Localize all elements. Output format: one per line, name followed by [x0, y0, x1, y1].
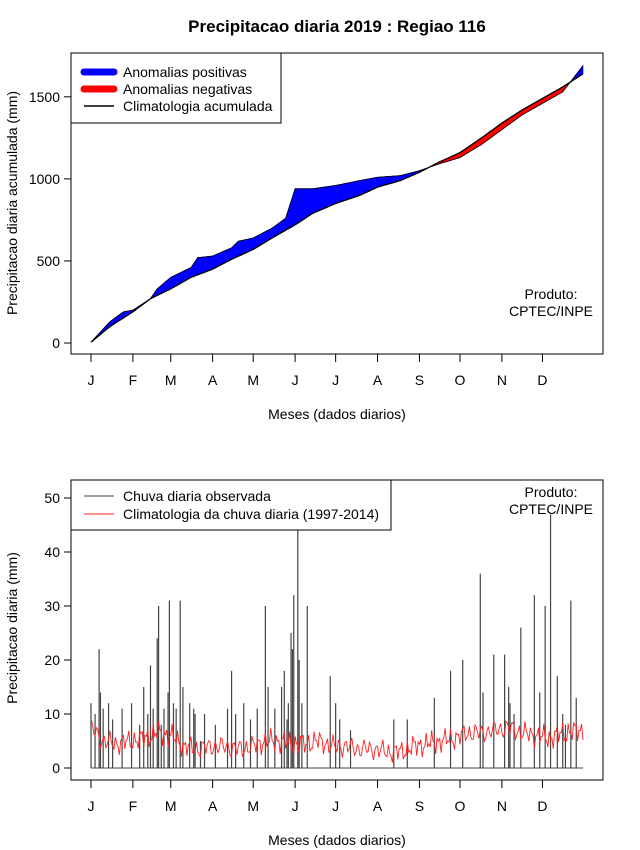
y-tick-label: 0 [52, 335, 60, 351]
y-tick-label: 500 [37, 253, 61, 269]
product-label-line2: CPTEC/INPE [509, 303, 593, 319]
y-axis-label: Precipitacao diaria acumulada (mm) [4, 91, 20, 315]
legend-box [70, 479, 392, 531]
y-tick-label: 50 [44, 490, 60, 506]
line-layer [90, 65, 584, 343]
y-tick-label: 1500 [29, 89, 60, 105]
x-tick-label: F [129, 372, 138, 388]
x-tick-label: J [332, 372, 339, 388]
x-tick-label: S [415, 798, 424, 814]
legend-entry-observed: Chuva diaria observada [123, 488, 271, 504]
legend: Anomalias positivas Anomalias negativas … [70, 52, 282, 124]
cumulative-panel: 0 500 1000 1500 J F M A M J J A S O N D Meses (dados d… [4, 52, 604, 422]
legend-entry-climatology: Climatologia acumulada [123, 98, 273, 114]
y-tick-label: 30 [44, 598, 60, 614]
x-tick-label: A [208, 798, 218, 814]
legend-entry-negative: Anomalias negativas [123, 81, 252, 97]
chart-title: Precipitacao diaria 2019 : Regiao 116 [188, 17, 486, 36]
x-tick-label: D [537, 372, 547, 388]
x-tick-label: D [537, 798, 547, 814]
legend: Chuva diaria observada Climatologia da c… [70, 479, 392, 531]
x-tick-label: M [247, 372, 259, 388]
bar-layer [90, 514, 583, 769]
x-axis-label: Meses (dados diarios) [268, 406, 406, 422]
y-tick-label: 40 [44, 544, 60, 560]
climatology-daily-line [90, 719, 584, 763]
y-axis-label: Precipitacao diaria (mm) [4, 552, 20, 704]
line-layer [90, 719, 584, 763]
legend-entry-positive: Anomalias positivas [123, 64, 247, 80]
x-tick-label: J [292, 798, 299, 814]
x-tick-label: A [208, 372, 218, 388]
x-tick-label: J [88, 798, 95, 814]
x-tick-label: O [455, 798, 466, 814]
anomaly-fill-layer [90, 64, 584, 343]
x-tick-label: N [497, 798, 507, 814]
x-tick-label: N [497, 372, 507, 388]
observed-cumulative-line [90, 65, 584, 343]
x-tick-label: F [129, 798, 138, 814]
x-tick-label: M [165, 372, 177, 388]
x-tick-label: S [415, 372, 424, 388]
x-tick-label: M [247, 798, 259, 814]
legend-entry-climatology: Climatologia da chuva diaria (1997-2014) [123, 506, 379, 522]
x-tick-label: J [332, 798, 339, 814]
daily-panel: 0 10 20 30 40 50 J F M A M J J A S O N D Meses (dados di… [4, 479, 604, 848]
x-tick-label: J [88, 372, 95, 388]
product-label-line1: Produto: [525, 484, 578, 500]
x-axis-label: Meses (dados diarios) [268, 832, 406, 848]
x-tick-label: M [165, 798, 177, 814]
y-axis: 0 10 20 30 40 50 [44, 490, 72, 776]
y-axis: 0 500 1000 1500 [29, 89, 72, 351]
y-tick-label: 20 [44, 652, 60, 668]
y-tick-label: 10 [44, 706, 60, 722]
product-label-line1: Produto: [525, 286, 578, 302]
x-tick-label: A [373, 798, 383, 814]
product-label-line2: CPTEC/INPE [509, 501, 593, 517]
x-tick-label: A [373, 372, 383, 388]
climatology-cumulative-line [90, 73, 584, 343]
x-tick-label: O [455, 372, 466, 388]
y-tick-label: 1000 [29, 171, 60, 187]
x-tick-label: J [292, 372, 299, 388]
y-tick-label: 0 [52, 760, 60, 776]
